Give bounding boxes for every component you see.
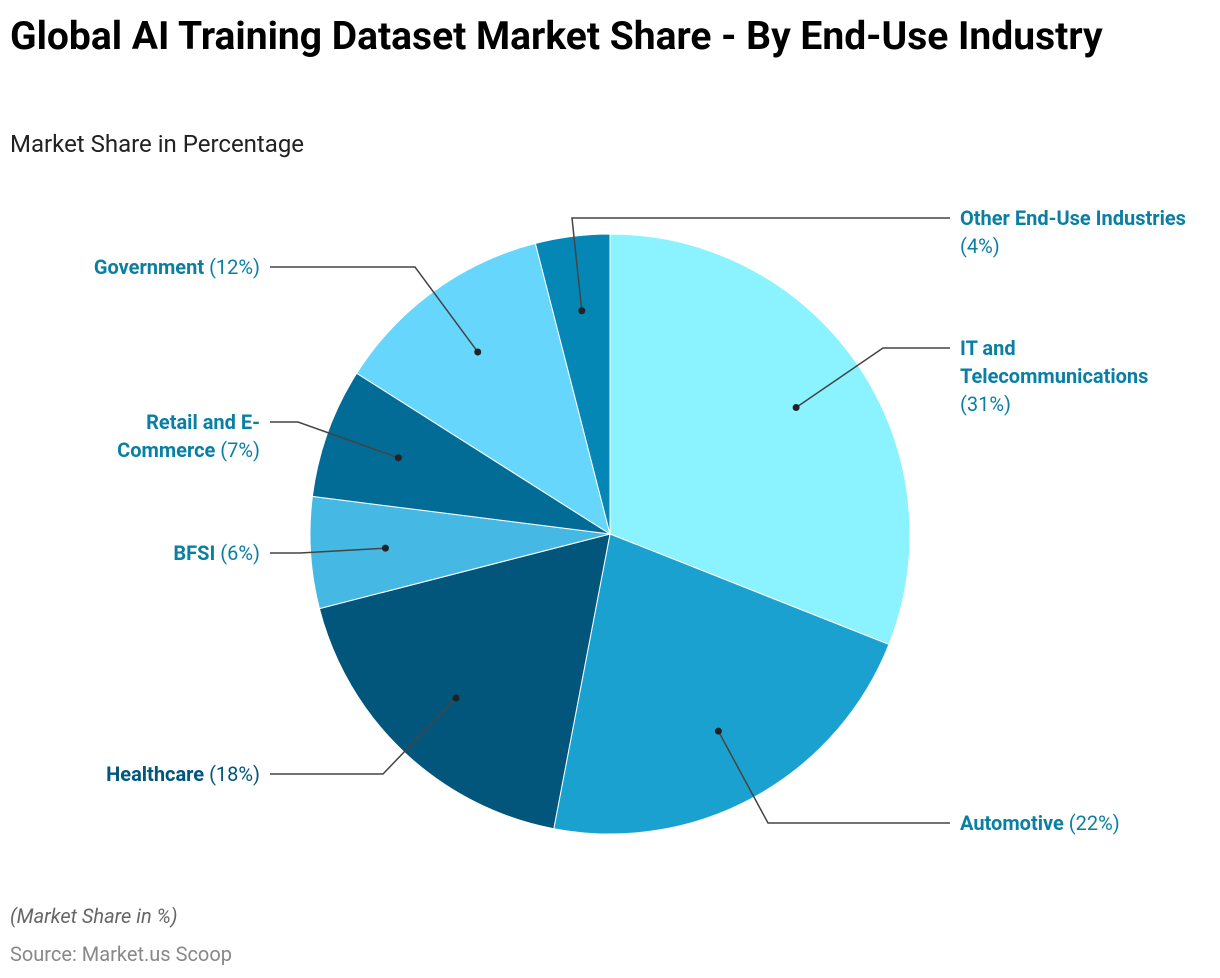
slice-label: Government (12%) <box>60 253 260 281</box>
pie-slice <box>318 533 611 830</box>
slice-name: Healthcare <box>106 762 205 786</box>
slice-value-label: (4%) <box>960 234 1000 258</box>
slice-label: IT and Telecommunications (31%) <box>960 334 1195 418</box>
slice-value-label: (6%) <box>220 541 260 565</box>
chart-title: Global AI Training Dataset Market Share … <box>10 13 1103 59</box>
slice-label: Retail and E-Commerce (7%) <box>60 408 260 464</box>
leader-dot <box>792 404 800 412</box>
leader-dot <box>381 544 389 552</box>
slice-name: Government <box>93 255 205 279</box>
slice-name: BFSI <box>173 541 216 565</box>
slice-value-label: (12%) <box>209 255 260 279</box>
slice-name: IT and Telecommunications <box>960 336 1149 388</box>
chart-source: Source: Market.us Scoop <box>10 942 232 966</box>
slice-label: BFSI (6%) <box>60 539 260 567</box>
leader-dot <box>714 727 722 735</box>
leader-line <box>795 347 950 409</box>
slice-name: Retail and E-Commerce <box>117 410 260 462</box>
slice-name: Other End-Use Industries <box>960 206 1186 230</box>
pie-slice <box>534 233 611 535</box>
leader-line <box>270 421 399 459</box>
chart-subtitle: Market Share in Percentage <box>10 130 305 158</box>
slice-value-label: (22%) <box>1068 811 1120 835</box>
leader-dot <box>578 307 586 315</box>
slice-label: Other End-Use Industries (4%) <box>960 204 1195 260</box>
leader-line <box>270 547 386 554</box>
leader-dot <box>474 348 482 356</box>
leader-dot <box>452 694 460 702</box>
leader-line <box>270 697 457 775</box>
slice-label: Automotive (22%) <box>960 809 1195 837</box>
leader-line <box>717 730 950 824</box>
leader-dot <box>394 454 402 462</box>
chart-note: (Market Share in %) <box>10 904 178 928</box>
slice-name: Automotive <box>960 811 1064 835</box>
slice-value-label: (18%) <box>209 762 260 786</box>
slice-value-label: (31%) <box>960 392 1011 416</box>
leader-line <box>270 266 479 353</box>
leader-line <box>571 217 950 311</box>
slice-label: Healthcare (18%) <box>60 760 260 788</box>
slice-value-label: (7%) <box>220 438 260 462</box>
